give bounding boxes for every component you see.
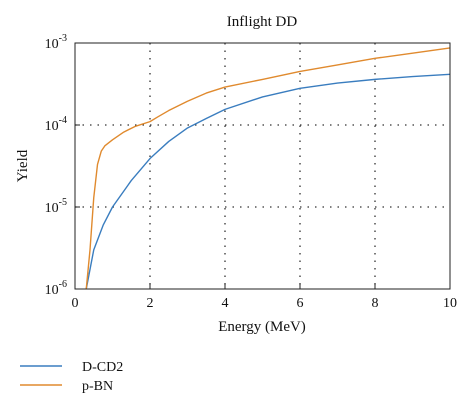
y-tick-label: 10-6 bbox=[45, 279, 67, 298]
y-tick-label: 10-3 bbox=[45, 33, 67, 52]
x-tick-label: 8 bbox=[372, 296, 379, 311]
chart-title: Inflight DD bbox=[227, 14, 298, 30]
x-tick-label: 4 bbox=[222, 296, 229, 311]
x-tick-label: 6 bbox=[297, 296, 304, 311]
x-tick-label: 10 bbox=[443, 296, 457, 311]
legend: D-CD2 p-BN bbox=[20, 360, 123, 394]
legend-label: D-CD2 bbox=[82, 360, 123, 375]
y-tick-label: 10-5 bbox=[45, 197, 67, 216]
series-layer bbox=[85, 47, 451, 290]
grid-layer bbox=[75, 43, 450, 289]
y-axis-label: Yield bbox=[15, 149, 31, 182]
series-line-d-cd2 bbox=[85, 73, 451, 290]
plot-frame bbox=[74, 42, 451, 290]
y-tick-label: 10-4 bbox=[45, 115, 67, 134]
legend-label: p-BN bbox=[82, 379, 113, 394]
x-tick-label: 0 bbox=[72, 296, 79, 311]
x-tick-label: 2 bbox=[147, 296, 154, 311]
x-axis-label: Energy (MeV) bbox=[218, 319, 306, 335]
series-line-p-bn bbox=[85, 47, 451, 290]
tick-layer: 0 2 4 6 8 10 10-6 10-5 10-4 10-3 bbox=[45, 33, 457, 311]
